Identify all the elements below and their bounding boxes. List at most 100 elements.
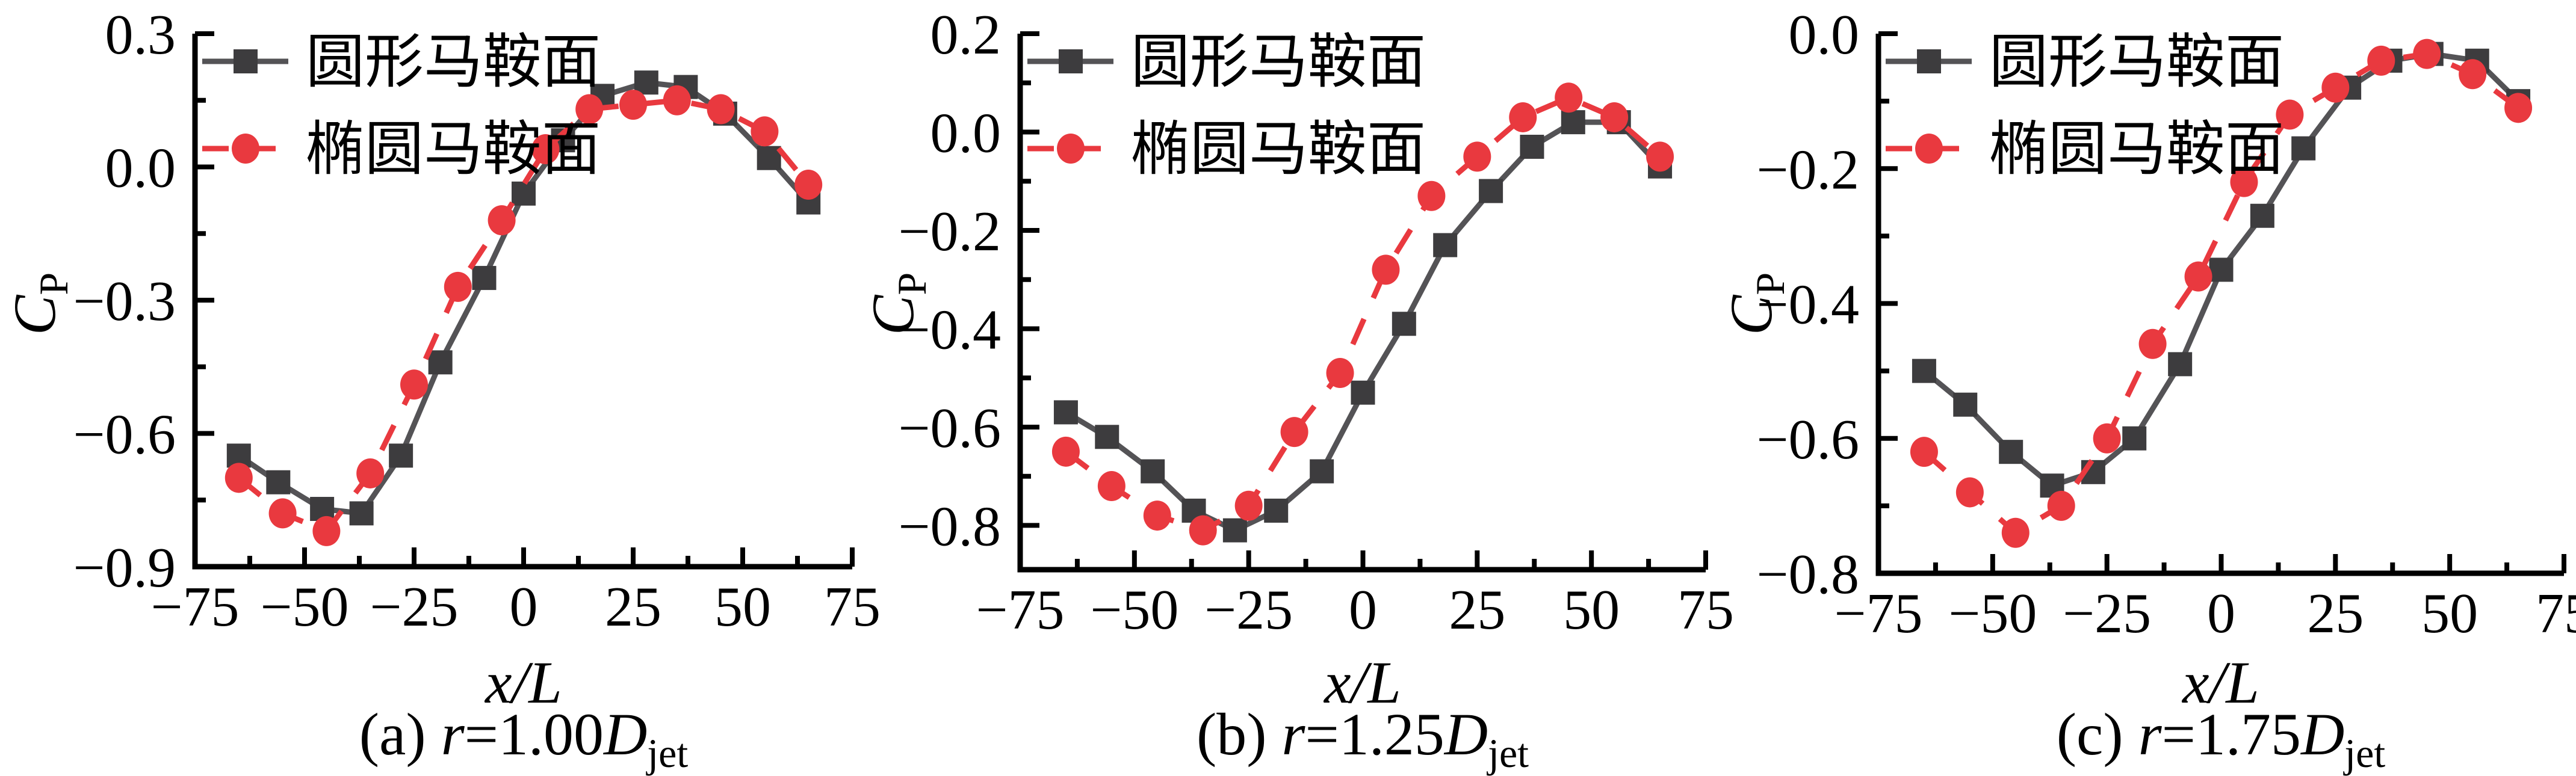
y-axis-label-c: CP [1718, 208, 1793, 400]
y-axis-label-a: CP [1, 208, 76, 400]
circle-marker [1234, 490, 1263, 521]
x-tick-label: 0 [1349, 579, 1377, 641]
square-marker [349, 501, 374, 526]
square-marker [634, 70, 658, 95]
x-axis-label-b: x/L [1242, 650, 1483, 716]
y-tick-label: −0.6 [1756, 408, 1859, 471]
circle-marker [224, 463, 253, 493]
pressure-coefficient-figure: 0.3 0.0 −0.3 −0.6 −0.9 −75 −50 −25 0 25 50 75 圆形马鞍面椭… [1, 4, 2576, 775]
square-marker [472, 266, 497, 291]
y-tick-label: −0.8 [1756, 543, 1859, 606]
square-marker [266, 470, 291, 494]
square-marker [2250, 203, 2274, 228]
square-marker [2291, 136, 2316, 161]
caption-index: (c) [2056, 701, 2138, 768]
circle-marker [1097, 471, 1125, 502]
circle-marker [1326, 358, 1354, 389]
caption-eq: =1.00 [464, 701, 604, 768]
square-marker [2168, 352, 2193, 377]
y-tick-label: 0.0 [930, 102, 1002, 164]
x-tick-label: −25 [370, 576, 458, 638]
y-axis-label-sub: P [888, 272, 935, 295]
circle-marker [400, 369, 428, 400]
circle-marker [2413, 38, 2441, 69]
circle-marker [2321, 72, 2350, 103]
circle-marker [2047, 490, 2075, 521]
x-axis-label-text: x/L [485, 649, 562, 716]
caption-eq: =1.25 [1305, 701, 1444, 768]
chart-panel-b: 0.2 0.0 −0.2 −0.4 −0.6 −0.8 −75 −50 −25 0 25 50 75 圆形… [898, 4, 1734, 641]
caption-index: (a) [359, 701, 441, 768]
x-tick-label: 50 [1563, 579, 1620, 641]
square-marker [2122, 426, 2147, 451]
square-marker [512, 181, 536, 206]
y-tick-label: −0.3 [73, 270, 176, 333]
square-marker [1479, 179, 1503, 203]
caption-var-r: r [1281, 701, 1305, 768]
circle-marker [1555, 82, 1583, 113]
square-marker [1561, 110, 1585, 135]
circle-marker [1372, 254, 1400, 285]
y-tick-label: 0.0 [1789, 4, 1860, 66]
circle-marker [2459, 59, 2487, 90]
square-marker [1264, 498, 1289, 523]
legend-square-marker [234, 49, 258, 73]
legend-label: 椭圆马鞍面 [306, 117, 601, 182]
square-marker [1141, 459, 1165, 484]
caption-var-r: r [441, 701, 465, 768]
chart-panel-c: 0.0 −0.2 −0.4 −0.6 −0.8−75 −50 −25 0 25 50 75 圆形马鞍面… [1756, 4, 2576, 645]
caption-var-d: D [1444, 701, 1488, 768]
circle-marker [1600, 102, 1629, 132]
caption-var-d: D [2301, 701, 2345, 768]
caption-var-d: D [604, 701, 648, 768]
legend-label: 圆形马鞍面 [306, 30, 601, 95]
circle-marker [663, 85, 691, 115]
circle-marker [488, 205, 516, 236]
square-marker [1392, 312, 1416, 336]
legend-label: 圆形马鞍面 [1989, 30, 2284, 95]
square-marker [1433, 233, 1458, 257]
x-axis-label-text: x/L [1324, 649, 1401, 716]
x-tick-label: 50 [714, 576, 771, 638]
square-marker [1053, 400, 1078, 425]
y-tick-label: 0.2 [930, 4, 1002, 66]
y-axis-label-main: C [859, 295, 926, 336]
x-axis-label-c: x/L [2101, 650, 2341, 716]
caption-var-r: r [2138, 701, 2162, 768]
y-tick-label: −0.2 [1756, 138, 1859, 201]
circle-marker [619, 90, 647, 120]
circle-marker [1051, 436, 1080, 467]
square-marker [1999, 440, 2023, 464]
x-tick-label: −25 [1204, 579, 1293, 641]
y-tick-label: −0.6 [73, 404, 176, 466]
y-tick-label: −0.9 [73, 537, 176, 599]
x-tick-label: 25 [1449, 579, 1505, 641]
caption-b: (b) r=1.25Djet [1002, 701, 1724, 776]
legend-square-marker [1059, 49, 1083, 73]
circle-marker [531, 134, 560, 164]
circle-marker [2184, 261, 2212, 292]
x-tick-label: −50 [1948, 582, 2037, 645]
square-marker [428, 350, 453, 375]
chart-panel-a: 0.3 0.0 −0.3 −0.6 −0.9−75 −50 −25 0 25 50 75 圆形马鞍面椭… [73, 4, 881, 638]
legend-circle-marker [1915, 134, 1943, 164]
circle-marker [1189, 515, 1217, 546]
figure-page: { "chart_data": [ { "type": "line", "pan… [1, 4, 2576, 776]
caption-a: (a) r=1.00Djet [163, 701, 885, 776]
square-marker [1351, 380, 1375, 405]
caption-eq: =1.75 [2161, 701, 2302, 768]
square-marker [389, 443, 413, 468]
circle-marker [707, 94, 735, 125]
x-tick-label: −25 [2063, 582, 2151, 645]
y-tick-label: −0.2 [898, 200, 1001, 263]
circle-marker [2001, 517, 2030, 548]
circle-marker [444, 271, 472, 302]
x-axis-label-a: x/L [403, 650, 644, 716]
square-marker [1310, 459, 1334, 484]
x-tick-label: −50 [260, 576, 348, 638]
x-tick-label: 75 [2536, 582, 2576, 645]
x-tick-label: 0 [2207, 582, 2235, 645]
caption-sub: jet [1488, 730, 1529, 776]
square-marker [1095, 425, 1119, 449]
axes [192, 34, 852, 570]
